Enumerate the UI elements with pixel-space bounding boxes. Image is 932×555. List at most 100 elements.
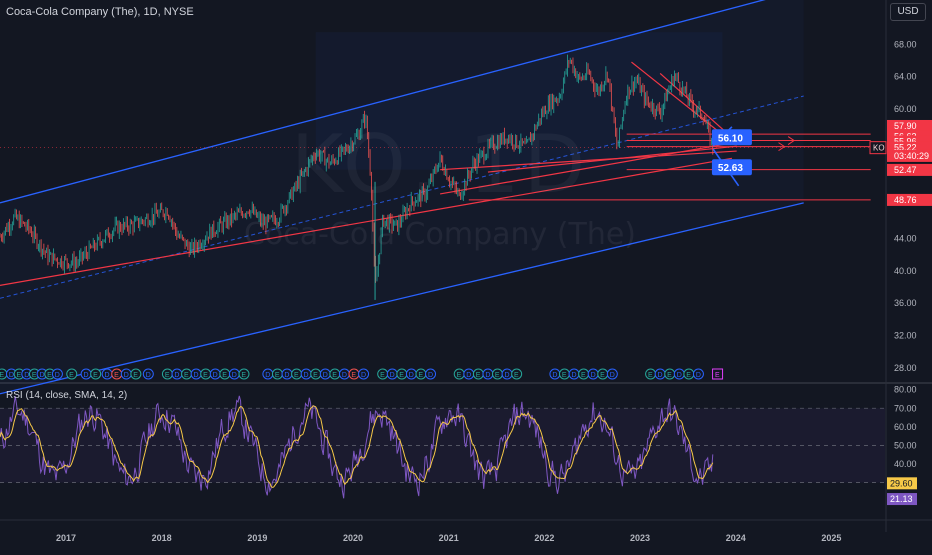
channel-lower-line	[0, 202, 804, 395]
symbol-title[interactable]: Coca-Cola Company (The), 1D, NYSE	[6, 6, 194, 18]
earnings-marker-label: E	[600, 372, 605, 379]
dividend-marker-label: D	[342, 372, 347, 379]
rsi-axis-tick: 60.00	[894, 422, 917, 432]
price-axis-tick: 64.00	[894, 72, 917, 82]
rsi-sma-line	[0, 405, 714, 488]
earnings-marker-label: E	[0, 372, 4, 379]
earnings-marker-label: E	[380, 372, 385, 379]
dividend-marker	[358, 368, 370, 380]
channel-mid-line	[0, 95, 804, 299]
upcoming-earnings-marker	[712, 368, 724, 380]
dividend-marker	[142, 368, 154, 380]
dividend-marker-label: D	[105, 372, 110, 379]
earnings-marker-label: E	[332, 372, 337, 379]
rsi-title[interactable]: RSI (14, close, SMA, 14, 2)	[6, 390, 128, 401]
dividend-marker-label: D	[571, 372, 576, 379]
time-axis-tick: 2023	[630, 533, 650, 543]
earnings-marker-label: E	[222, 372, 227, 379]
time-axis-tick: 2021	[439, 533, 459, 543]
dividend-marker-label: D	[390, 372, 395, 379]
earnings-marker-label: E	[399, 372, 404, 379]
price-axis-tick: 60.00	[894, 104, 917, 114]
earnings-marker-label: E	[165, 372, 170, 379]
earnings-marker-label: E	[581, 372, 586, 379]
earnings-marker-label: E	[114, 372, 119, 379]
earnings-marker-label: E	[32, 372, 37, 379]
earnings-marker	[511, 368, 523, 380]
earnings-marker-label: E	[457, 372, 462, 379]
dividend-marker	[51, 368, 63, 380]
dividend-marker-label: D	[658, 372, 663, 379]
price-label-bg	[887, 193, 932, 206]
time-axis-tick: 2019	[247, 533, 267, 543]
arrowhead-right-1	[787, 136, 796, 145]
price-axis-tick: 44.00	[894, 233, 917, 243]
dividend-marker-label: D	[265, 372, 270, 379]
earnings-marker-label: E	[294, 372, 299, 379]
earnings-marker-label: E	[648, 372, 653, 379]
earnings-marker-label: E	[686, 372, 691, 379]
earnings-marker	[238, 368, 250, 380]
time-axis-tick: 2025	[821, 533, 841, 543]
earnings-marker-label: E	[514, 372, 519, 379]
price-label: 48.76	[894, 195, 917, 205]
dividend-marker-label: D	[409, 372, 414, 379]
rsi-axis-tick: 40.00	[894, 459, 917, 469]
earnings-marker-label: E	[17, 372, 22, 379]
earnings-marker-label: E	[495, 372, 500, 379]
earnings-marker-label: E	[93, 372, 98, 379]
time-axis-tick: 2018	[152, 533, 172, 543]
price-label-bg	[887, 149, 932, 162]
upcoming-earnings-label: E	[715, 372, 720, 379]
dividend-marker-label: D	[696, 372, 701, 379]
dividend-marker-label: D	[124, 372, 129, 379]
dividend-marker-label: D	[552, 372, 557, 379]
earnings-marker-label: E	[313, 372, 318, 379]
dividend-marker-label: D	[677, 372, 682, 379]
price-label-bg	[887, 119, 932, 132]
red-trendline-c	[440, 150, 737, 171]
dividend-marker-label: D	[39, 372, 44, 379]
dividend-marker-label: D	[304, 372, 309, 379]
red-trendline-down	[631, 61, 733, 143]
earnings-marker	[90, 368, 102, 380]
earnings-marker-label: E	[184, 372, 189, 379]
earnings-marker-label: E	[562, 372, 567, 379]
channel-upper-line	[0, 0, 766, 204]
rsi-value-label: 21.13	[890, 494, 913, 504]
rsi-value-label-bg	[887, 477, 917, 490]
earnings-marker-label: E	[203, 372, 208, 379]
earnings-marker-label: E	[476, 372, 481, 379]
earnings-marker-label: E	[351, 372, 356, 379]
earnings-marker-label: E	[275, 372, 280, 379]
time-axis-tick: 2020	[343, 533, 363, 543]
dividend-marker-label: D	[428, 372, 433, 379]
time-axis-tick: 2024	[726, 533, 746, 543]
dividend-marker-label: D	[213, 372, 218, 379]
projection-label: 56.10	[718, 133, 743, 144]
watermark-name: Coca-Cola Company (The)	[243, 217, 637, 252]
dividend-marker-label: D	[24, 372, 29, 379]
earnings-marker-label: E	[69, 372, 74, 379]
projection-label-bg	[711, 159, 752, 176]
dividend-marker-label: D	[610, 372, 615, 379]
dividend-marker-label: D	[232, 372, 237, 379]
price-label-bg	[887, 163, 932, 176]
dividend-marker-label: D	[323, 372, 328, 379]
price-axis-tick: 68.00	[894, 39, 917, 49]
dividend-marker-label: D	[9, 372, 14, 379]
dividend-marker-label: D	[55, 372, 60, 379]
rsi-value-label: 29.60	[890, 478, 913, 488]
earnings-marker-label: E	[133, 372, 138, 379]
earnings-marker	[66, 368, 78, 380]
earnings-marker-label: E	[241, 372, 246, 379]
price-label: 52.47	[894, 165, 917, 175]
time-axis-tick: 2017	[56, 533, 76, 543]
earnings-marker-label: E	[667, 372, 672, 379]
watermark-ticker: KO, 1D	[290, 118, 590, 211]
arrowhead-right-2	[778, 142, 786, 152]
currency-button[interactable]: USD	[890, 3, 926, 21]
price-axis-tick: 32.00	[894, 331, 917, 341]
